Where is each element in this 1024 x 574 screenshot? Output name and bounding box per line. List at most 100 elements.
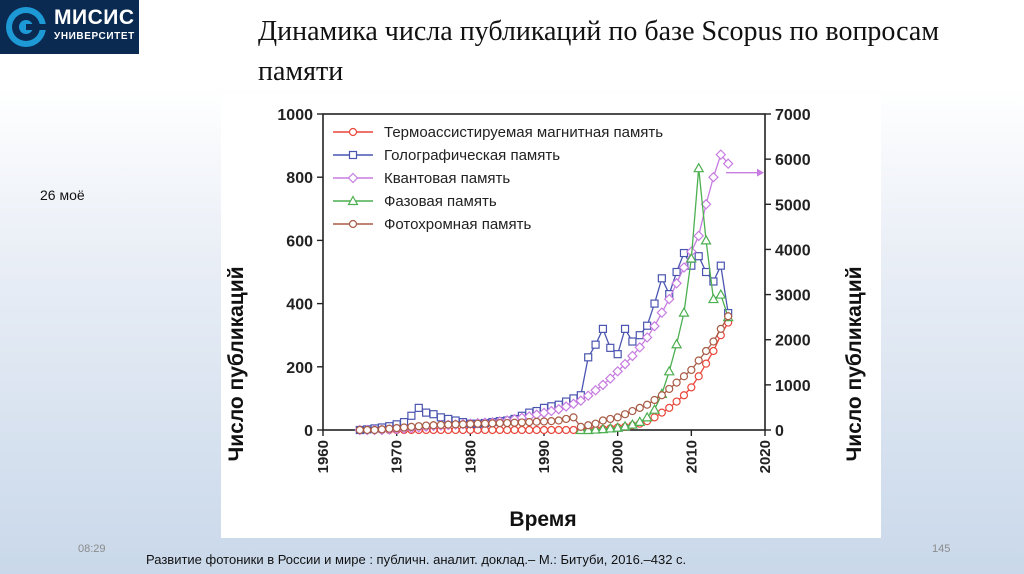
data-point [612,365,624,377]
data-point [679,372,689,381]
data-point [517,425,526,435]
y-right-tick-label: 7000 [775,107,811,124]
data-point [444,420,453,429]
legend-item-1: Термоассистируемая магнитная память [333,124,663,141]
data-point [641,332,653,343]
data-point [554,416,563,425]
y-right-tick-label: 5000 [775,197,811,214]
data-point [480,419,490,428]
data-point [671,338,683,349]
series-5 [355,312,733,435]
x-tick-label: 1960 [315,440,332,473]
data-point [626,418,638,429]
data-point [709,337,718,346]
slide-title: Динамика числа публикаций по базе Scopus… [258,16,940,87]
legend-label: Голографическая память [384,147,560,164]
legend-label: Фотохромная память [384,216,531,233]
data-point [554,425,563,435]
data-point [370,425,379,435]
data-point [641,411,653,422]
data-point [348,219,358,229]
data-point [576,422,585,431]
data-point [685,252,697,263]
data-point [650,413,659,422]
data-point [436,413,445,422]
data-point [657,274,666,283]
y-left-tick-label: 400 [286,297,313,314]
data-point [473,419,482,428]
data-point [650,395,659,405]
y-right-tick-label: 2000 [775,333,811,350]
data-point [407,422,416,431]
data-point [693,162,705,173]
data-point [590,384,601,396]
data-point [701,267,711,277]
legend-label: Квантовая память [384,170,510,187]
data-point [422,421,431,430]
data-point [715,149,727,160]
data-point [575,395,587,407]
data-point [716,324,725,333]
data-point [663,293,675,305]
data-point [649,320,660,332]
data-point [347,172,359,184]
legend-item-3: Квантовая память [333,170,510,187]
data-point [377,425,387,434]
x-tick-label: 1970 [389,440,406,473]
y-left-tick-label: 1000 [277,107,313,124]
y-left-tick-label: 0 [304,423,313,440]
data-point [562,425,571,435]
data-point [635,403,644,412]
data-point [620,324,630,333]
data-point [562,414,571,424]
data-point [687,365,696,375]
data-point [569,413,578,422]
side-note: 26 моё [40,187,85,203]
data-point [598,416,608,425]
data-point [532,417,541,426]
data-point [510,425,519,435]
data-point [568,398,579,410]
data-point [678,262,690,273]
legend: Термоассистируемая магнитная память Голог… [333,124,663,233]
data-point [694,372,703,381]
data-point [517,418,526,427]
y-axis-label-right: Число публикаций [843,266,866,461]
data-point [407,411,416,420]
series-line [359,251,729,431]
data-point [510,418,519,427]
x-tick-label: 2020 [757,440,774,473]
logo-mark-icon [6,7,48,47]
y-axis-label-left: Число публикаций [225,266,248,461]
data-point [458,420,468,429]
data-point [722,158,734,170]
data-point [665,403,674,412]
data-point [709,346,718,356]
data-point [678,306,690,317]
data-point [627,350,638,362]
data-point [414,422,423,431]
data-point [700,198,712,210]
data-point [553,403,565,415]
publications-chart: 1960 1970 1980 1990 2000 2010 2020020040060080… [225,107,866,531]
data-point [348,127,358,137]
data-point [648,403,661,414]
data-point [606,414,615,424]
data-point [657,391,666,400]
x-tick-label: 2010 [683,440,700,473]
data-point [665,384,674,394]
data-point [355,425,364,435]
data-point [539,417,549,426]
data-point [422,408,431,417]
data-point [569,425,578,435]
data-point [503,425,512,435]
y-right-tick-label: 4000 [775,242,811,259]
university-logo: МИСИС УНИВЕРСИТЕТ [0,0,139,54]
data-point [708,171,719,183]
data-point [466,419,475,429]
slide-time: 08:29 [78,543,106,555]
data-point [590,423,602,434]
data-point [657,408,666,417]
data-point [715,288,727,299]
data-point [606,343,615,352]
